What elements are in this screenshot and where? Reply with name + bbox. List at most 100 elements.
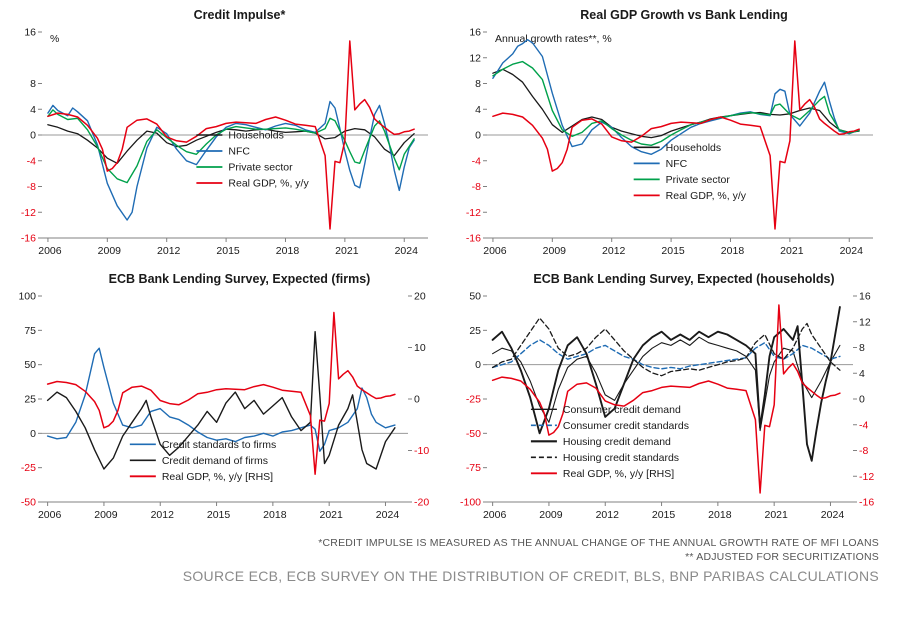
x-tick-label: 2021 xyxy=(780,245,804,257)
y2-tick-label: 4 xyxy=(859,368,865,380)
y-tick-label: -75 xyxy=(466,462,481,474)
y2-tick-label: 0 xyxy=(414,394,420,406)
chart-gdp-vs-lending: Real GDP Growth vs Bank Lending 16 12 8 4 0 -… xyxy=(449,6,893,264)
x-tick-label: 2015 xyxy=(661,245,685,257)
series-line-households xyxy=(47,124,415,164)
x-tick-label: 2015 xyxy=(207,509,231,521)
legend-label: NFC xyxy=(228,146,250,158)
y2-tick-label: -20 xyxy=(414,497,429,509)
y-tick-label: 50 xyxy=(469,291,481,303)
x-tick-label: 2012 xyxy=(151,509,175,521)
y-tick-label: -16 xyxy=(466,233,481,245)
legend-label: Private sector xyxy=(666,174,731,186)
y2-tick-label: 12 xyxy=(859,316,871,328)
y-tick-label: -25 xyxy=(21,462,36,474)
y2-tick-label: -16 xyxy=(859,497,874,509)
x-tick-label: 2024 xyxy=(840,245,864,257)
x-tick-label: 2018 xyxy=(721,245,745,257)
y2-tick-label: -8 xyxy=(859,445,868,457)
x-tick-label: 2021 xyxy=(764,509,788,521)
legend-label: Consumer credit standards xyxy=(563,420,689,432)
series-line-housing-credit-standards xyxy=(491,317,841,377)
legend-label: Consumer credit demand xyxy=(563,404,681,416)
x-tick-label: 2009 xyxy=(543,245,567,257)
footnote-credit-impulse: *CREDIT IMPULSE IS MEASURED AS THE ANNUA… xyxy=(318,537,879,549)
y-tick-label: 8 xyxy=(30,78,36,90)
y-tick-label: 0 xyxy=(30,428,36,440)
x-tick-label: 2021 xyxy=(319,509,343,521)
y-tick-label: 0 xyxy=(30,130,36,142)
y-tick-label: -12 xyxy=(466,207,481,219)
y-tick-label: -4 xyxy=(472,155,481,167)
y-tick-label: -100 xyxy=(460,497,481,509)
y-tick-label: -12 xyxy=(21,207,36,219)
x-tick-label: 2009 xyxy=(98,245,122,257)
x-tick-label: 2012 xyxy=(157,245,181,257)
x-tick-label: 2021 xyxy=(335,245,359,257)
y-tick-label: -8 xyxy=(27,181,36,193)
legend-label: Real GDP, %, y/y [RHS] xyxy=(563,468,674,480)
legend-label: Housing credit demand xyxy=(563,436,671,448)
footnotes: *CREDIT IMPULSE IS MEASURED AS THE ANNUA… xyxy=(4,536,893,586)
chart-title: ECB Bank Lending Survey, Expected (house… xyxy=(533,272,835,286)
chart-annotation: % xyxy=(50,33,59,45)
y-tick-label: 0 xyxy=(475,359,481,371)
x-tick-label: 2015 xyxy=(216,245,240,257)
x-tick-label: 2006 xyxy=(483,509,507,521)
chart-annotation: Annual growth rates**, % xyxy=(495,33,612,45)
y-tick-label: -8 xyxy=(472,181,481,193)
y-tick-label: -16 xyxy=(21,233,36,245)
y-tick-label: 4 xyxy=(30,104,36,116)
chart-bls-households: ECB Bank Lending Survey, Expected (house… xyxy=(449,270,893,528)
legend-label: NFC xyxy=(666,158,688,170)
x-tick-label: 2024 xyxy=(395,245,419,257)
legend-label: Real GDP, %, y/y [RHS] xyxy=(162,471,273,483)
chart-title: Real GDP Growth vs Bank Lending xyxy=(580,8,788,22)
y-tick-label: 75 xyxy=(24,325,36,337)
legend-label: Households xyxy=(666,142,721,154)
y-tick-label: 8 xyxy=(475,78,481,90)
x-tick-label: 2018 xyxy=(263,509,287,521)
y-tick-label: 0 xyxy=(475,130,481,142)
legend-label: Real GDP, %, y/y xyxy=(666,190,747,202)
charts-grid: Credit Impulse* 16 8 4 0 -4 -8 -12 -16 2006 2009 2… xyxy=(4,6,893,528)
chart-canvas: 50 25 0 -25 -50 -75 -100 16 12 8 4 0 -4 -8 -12 -16 2006 2… xyxy=(460,291,874,522)
x-tick-label: 2024 xyxy=(376,509,400,521)
x-tick-label: 2006 xyxy=(38,509,62,521)
y-tick-label: 16 xyxy=(24,27,36,39)
series-line-credit-standards-to-firms xyxy=(46,347,396,452)
y2-tick-label: 0 xyxy=(859,394,865,406)
legend-label: Credit demand of firms xyxy=(162,455,268,467)
chart-credit-impulse: Credit Impulse* 16 8 4 0 -4 -8 -12 -16 2006 2009 2… xyxy=(4,6,449,264)
series-line-nfc xyxy=(492,38,860,156)
y2-tick-label: -10 xyxy=(414,445,429,457)
x-tick-label: 2012 xyxy=(596,509,620,521)
y2-tick-label: 8 xyxy=(859,342,865,354)
series-line-housing-credit-demand xyxy=(491,306,841,462)
series-line-credit-demand-of-firms xyxy=(46,331,396,470)
footnote-securitizations: ** ADJUSTED FOR SECURITIZATIONS xyxy=(685,551,879,563)
y-tick-label: 16 xyxy=(469,27,481,39)
x-tick-label: 2012 xyxy=(602,245,626,257)
x-tick-label: 2018 xyxy=(708,509,732,521)
y2-tick-label: -4 xyxy=(859,419,868,431)
series-line-real-gdp-y-y xyxy=(47,40,415,230)
y2-tick-label: 16 xyxy=(859,291,871,303)
x-tick-label: 2009 xyxy=(539,509,563,521)
x-tick-label: 2006 xyxy=(483,245,507,257)
source-line: SOURCE ECB, ECB SURVEY ON THE DISTRIBUTI… xyxy=(182,568,879,584)
series-line-households xyxy=(492,68,860,139)
y-tick-label: 100 xyxy=(18,291,36,303)
legend-label: Credit standards to firms xyxy=(162,439,276,451)
series-line-private-sector xyxy=(492,60,860,147)
y-tick-label: 12 xyxy=(469,52,481,64)
x-tick-label: 2018 xyxy=(276,245,300,257)
chart-bls-firms: ECB Bank Lending Survey, Expected (firms… xyxy=(4,270,449,528)
y-tick-label: 25 xyxy=(24,394,36,406)
y-tick-label: 50 xyxy=(24,359,36,371)
x-tick-label: 2024 xyxy=(821,509,845,521)
